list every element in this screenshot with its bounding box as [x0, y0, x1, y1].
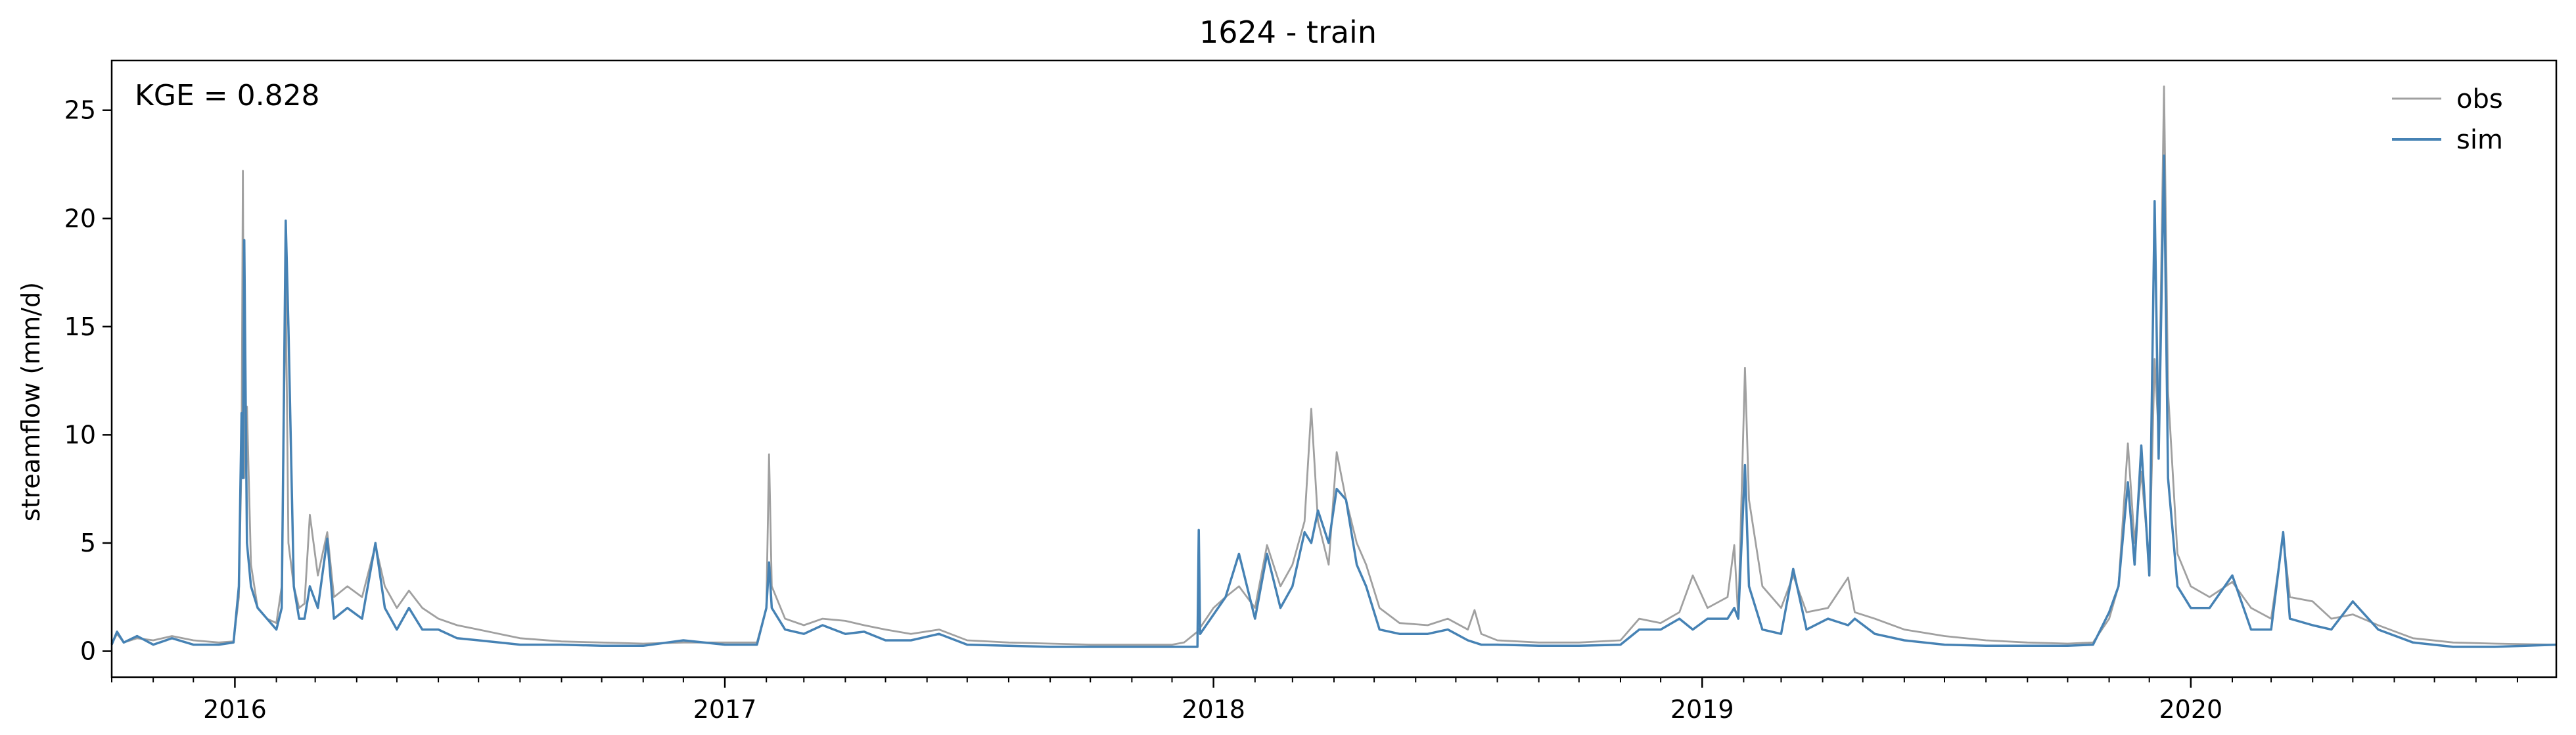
x-tick-label: 2018 — [1182, 695, 1245, 724]
legend-label-sim: sim — [2456, 125, 2503, 155]
y-tick-label: 15 — [64, 312, 96, 341]
series-line-sim — [110, 154, 2557, 648]
y-tick-label: 10 — [64, 420, 96, 449]
x-tick-label: 2017 — [693, 695, 757, 724]
x-tick-label: 2020 — [2159, 695, 2222, 724]
y-axis: 0 5 10 15 20 25 — [64, 96, 112, 666]
legend-label-obs: obs — [2456, 84, 2503, 114]
y-axis-label: streamflow (mm/d) — [16, 282, 45, 521]
legend: obs sim — [2392, 84, 2503, 155]
series-line-obs — [110, 85, 2557, 646]
y-tick-label: 5 — [80, 529, 96, 557]
plot-area — [110, 85, 2557, 648]
y-tick-label: 20 — [64, 204, 96, 233]
kge-annotation: KGE = 0.828 — [135, 79, 320, 112]
x-tick-label: 2019 — [1670, 695, 1734, 724]
chart-title: 1624 - train — [1199, 14, 1377, 50]
x-axis: 2016 2017 2018 2019 2020 — [111, 677, 2518, 724]
plot-frame — [110, 59, 2558, 678]
x-tick-label: 2016 — [203, 695, 267, 724]
y-tick-label: 0 — [80, 637, 96, 666]
y-tick-label: 25 — [64, 96, 96, 125]
